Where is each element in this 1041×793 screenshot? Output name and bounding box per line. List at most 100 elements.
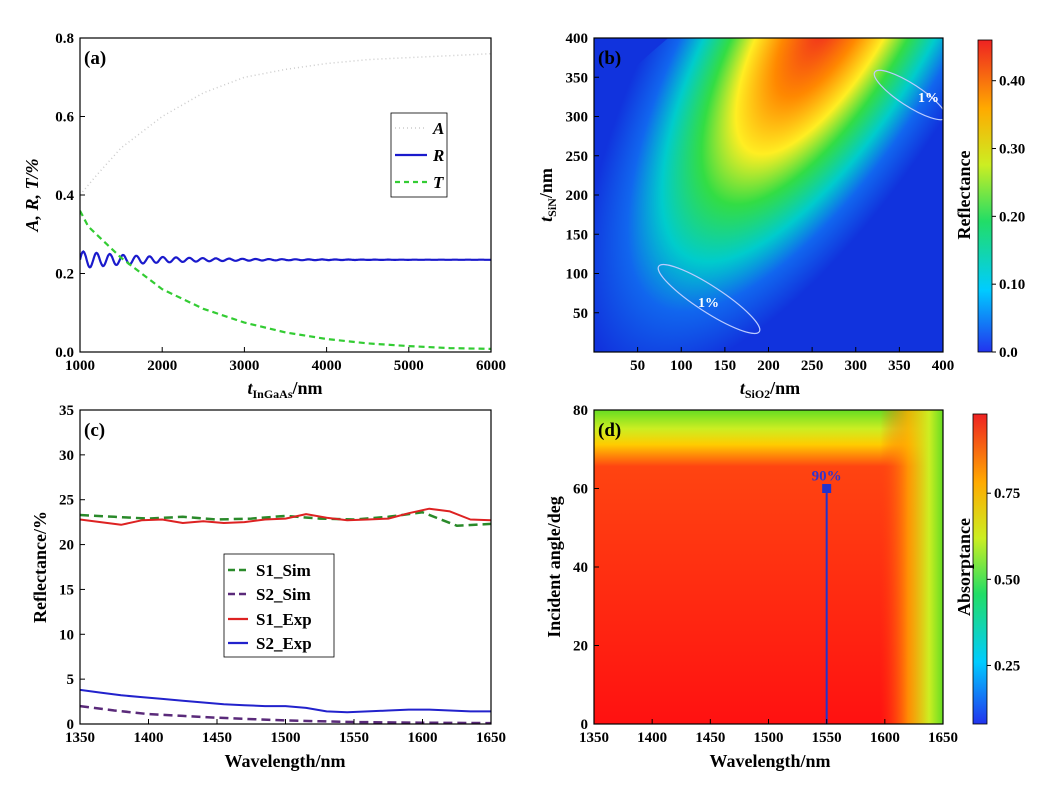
x-tick-label: 1650 bbox=[476, 730, 506, 746]
series-line-t bbox=[80, 210, 491, 350]
y-tick-label: 15 bbox=[59, 582, 74, 598]
legend-label-t: T bbox=[433, 173, 444, 192]
x-tick-label: 300 bbox=[845, 358, 868, 374]
panel-b-colorbar bbox=[977, 39, 993, 353]
x-tick-label: 50 bbox=[630, 358, 645, 374]
panel-b-colorbar-ticks: 0.0 0.10 0.20 0.30 0.40 bbox=[992, 74, 1025, 361]
legend-label-a: A bbox=[432, 119, 444, 138]
y-tick-label: 80 bbox=[573, 403, 588, 419]
y-tick-label: 0.8 bbox=[55, 31, 74, 47]
panel-b-heatmap bbox=[594, 38, 943, 352]
x-tick-label: 5000 bbox=[394, 358, 424, 374]
y-tick-label: 0.0 bbox=[55, 345, 74, 361]
panel-b-label: (b) bbox=[598, 48, 621, 69]
x-tick-label: 1350 bbox=[579, 730, 609, 746]
panel-b-ylabel: tSiN/nm bbox=[536, 168, 559, 222]
legend-label-s2-sim: S2_Sim bbox=[256, 585, 311, 604]
series-line-r bbox=[80, 250, 491, 269]
panel-d-ticks: 1350 1400 1450 1500 1550 1600 1650 0 20 40 60 80 bbox=[573, 403, 958, 746]
panel-a-legend: A R T bbox=[390, 112, 448, 198]
panel-a-label: (a) bbox=[84, 48, 106, 69]
legend-label-s1-exp: S1_Exp bbox=[256, 610, 312, 629]
panel-c: 1350 1400 1450 1500 1550 1600 1650 0 5 10 15 20 25 30… bbox=[30, 403, 506, 771]
panel-d-colorbar bbox=[972, 413, 988, 725]
x-tick-label: 4000 bbox=[312, 358, 342, 374]
colorbar-tick-label: 0.10 bbox=[999, 277, 1025, 293]
legend-label-s1-sim: S1_Sim bbox=[256, 561, 311, 580]
y-tick-label: 0.2 bbox=[55, 267, 74, 283]
y-tick-label: 300 bbox=[566, 110, 589, 126]
panel-d-colorbar-label: Absorptance bbox=[954, 518, 974, 616]
panel-d-label: (d) bbox=[598, 420, 621, 441]
series-line-s1-sim bbox=[80, 511, 491, 527]
x-tick-label: 1500 bbox=[271, 730, 301, 746]
y-tick-label: 250 bbox=[566, 149, 589, 165]
x-tick-label: 1400 bbox=[134, 730, 164, 746]
y-tick-label: 50 bbox=[573, 306, 588, 322]
y-tick-label: 150 bbox=[566, 227, 589, 243]
panel-a: 1000 2000 3000 4000 5000 60000.00.20.40.60.8 … bbox=[22, 31, 506, 401]
panel-c-ticks: 1350 1400 1450 1500 1550 1600 1650 0 5 10 15 20 25 30… bbox=[59, 403, 506, 746]
legend-label-r: R bbox=[432, 146, 444, 165]
x-tick-label: 1600 bbox=[870, 730, 900, 746]
y-tick-label: 200 bbox=[566, 188, 589, 204]
panel-b-contour-2 bbox=[873, 69, 943, 121]
x-tick-label: 100 bbox=[670, 358, 693, 374]
y-tick-label: 0.4 bbox=[55, 188, 74, 204]
x-tick-label: 1500 bbox=[754, 730, 784, 746]
panel-b-xlabel: tSiO2/nm bbox=[740, 378, 800, 401]
panel-a-ticks: 1000 2000 3000 4000 5000 6000 0.0 0.2 0.4 0.6 0.8 bbox=[55, 31, 506, 374]
panel-b-ticks: 50 100 150 200 250 300 350 400 50 100 150 200 250 300… bbox=[566, 31, 955, 374]
y-tick-label: 0 bbox=[581, 717, 589, 733]
panel-b: 1% 1% 50 100 150 200 250 300 350 400 50 100 150 200… bbox=[536, 31, 1025, 401]
panel-d-ylabel: Incident angle/deg bbox=[544, 496, 564, 638]
colorbar-tick-label: 0.25 bbox=[994, 658, 1020, 674]
panel-b-annotation-1: 1% bbox=[698, 296, 719, 311]
y-tick-label: 20 bbox=[573, 639, 588, 655]
panel-d-colorbar-ticks: 0.25 0.50 0.75 bbox=[987, 486, 1020, 674]
x-tick-label: 1000 bbox=[65, 358, 95, 374]
panel-b-contour-1 bbox=[657, 263, 761, 335]
colorbar-tick-label: 0.20 bbox=[999, 209, 1025, 225]
y-tick-label: 100 bbox=[566, 267, 589, 283]
panel-c-label: (c) bbox=[84, 420, 105, 441]
x-tick-label: 400 bbox=[932, 358, 955, 374]
y-tick-label: 350 bbox=[566, 70, 589, 86]
series-line-s2-exp bbox=[80, 688, 491, 714]
y-tick-label: 10 bbox=[59, 627, 74, 643]
y-tick-label: 25 bbox=[59, 493, 74, 509]
y-tick-label: 5 bbox=[67, 672, 75, 688]
x-tick-label: 1450 bbox=[695, 730, 725, 746]
colorbar-tick-label: 0.75 bbox=[994, 486, 1020, 502]
panel-c-ylabel: Reflectance/% bbox=[30, 511, 50, 623]
y-tick-label: 60 bbox=[573, 482, 588, 498]
panel-a-series bbox=[80, 52, 491, 350]
x-tick-label: 6000 bbox=[476, 358, 506, 374]
x-tick-label: 200 bbox=[757, 358, 780, 374]
y-tick-label: 40 bbox=[573, 560, 588, 576]
panel-b-colorbar-label: Reflectance bbox=[954, 151, 974, 240]
panel-c-xlabel: Wavelength/nm bbox=[224, 751, 345, 771]
colorbar-tick-label: 0.50 bbox=[994, 572, 1020, 588]
panel-d-marker-label: 90% bbox=[812, 469, 842, 485]
x-tick-label: 250 bbox=[801, 358, 824, 374]
panel-d: 90% 1350 1400 1450 1500 1550 1600 1650 0 20 40 60 8… bbox=[544, 403, 1020, 771]
colorbar-tick-label: 0.30 bbox=[999, 142, 1025, 158]
panel-a-xlabel: tInGaAs/nm bbox=[247, 378, 322, 401]
colorbar-tick-label: 0.40 bbox=[999, 74, 1025, 90]
x-tick-label: 2000 bbox=[147, 358, 177, 374]
panel-d-heatmap-horizontal bbox=[594, 410, 943, 724]
x-tick-label: 1450 bbox=[202, 730, 232, 746]
y-tick-label: 20 bbox=[59, 538, 74, 554]
x-tick-label: 350 bbox=[888, 358, 911, 374]
colorbar-tick-label: 0.0 bbox=[999, 345, 1018, 361]
y-tick-label: 30 bbox=[59, 448, 74, 464]
series-line-a bbox=[80, 52, 491, 196]
x-tick-label: 150 bbox=[714, 358, 737, 374]
series-line-s1-exp bbox=[80, 507, 491, 526]
y-tick-label: 0.6 bbox=[55, 110, 74, 126]
x-tick-label: 1550 bbox=[812, 730, 842, 746]
panel-c-legend: S1_Sim S2_Sim S1_Exp S2_Exp bbox=[223, 553, 335, 658]
panel-b-annotation-2: 1% bbox=[918, 91, 939, 106]
